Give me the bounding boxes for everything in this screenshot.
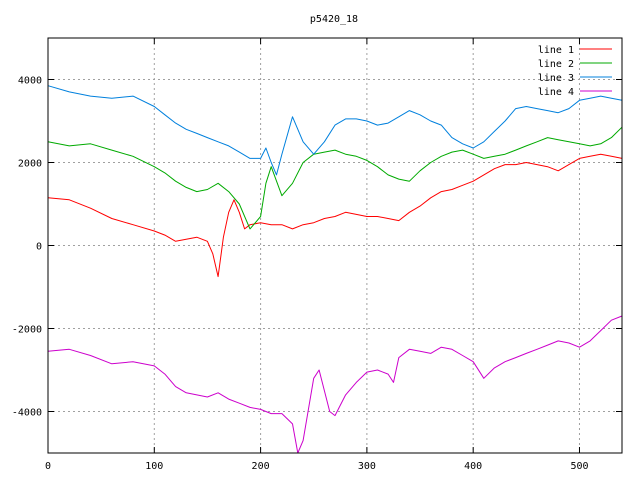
legend-label: line 3 [538, 73, 574, 84]
series-lines [47, 85, 623, 454]
x-tick-label: 300 [358, 461, 376, 472]
series-line-3 [47, 85, 623, 176]
legend-label: line 1 [538, 45, 574, 56]
y-tick-label: -2000 [12, 325, 42, 336]
y-tick-label: 4000 [18, 76, 42, 87]
y-axis: -4000 -2000 0 2000 4000 [12, 76, 622, 419]
x-tick-label: 200 [252, 461, 270, 472]
y-tick-label: 0 [36, 242, 42, 253]
y-tick-label: 2000 [18, 159, 42, 170]
x-tick-label: 400 [464, 461, 482, 472]
y-tick-label: -4000 [12, 408, 42, 419]
legend: line 1 line 2 line 3 line 4 [538, 45, 612, 98]
legend-label: line 4 [538, 87, 574, 98]
x-axis: 0 100 200 300 400 500 [45, 38, 589, 472]
legend-label: line 2 [538, 59, 574, 70]
grid-lines [48, 38, 622, 453]
x-tick-label: 0 [45, 461, 51, 472]
x-tick-label: 500 [570, 461, 588, 472]
series-line-4 [47, 315, 623, 454]
x-tick-label: 100 [145, 461, 163, 472]
series-line-1 [47, 153, 623, 278]
chart-title: p5420_18 [310, 14, 358, 25]
series-line-2 [47, 126, 623, 230]
